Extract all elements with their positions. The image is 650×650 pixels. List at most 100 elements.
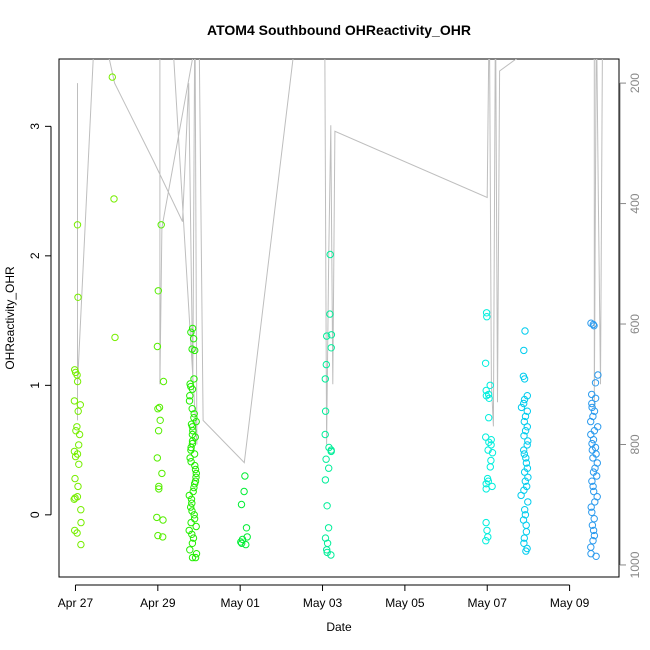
scatter-point	[521, 506, 529, 514]
scatter-point	[111, 333, 119, 342]
scatter-point	[240, 487, 248, 496]
scatter-point	[76, 401, 85, 409]
scatter-point	[327, 331, 336, 339]
scatter-point	[483, 526, 491, 535]
scatter-point	[187, 328, 195, 336]
scatter-point	[323, 502, 331, 510]
scatter-point	[242, 524, 251, 532]
scatter-point	[321, 407, 330, 415]
scatter-point	[185, 397, 194, 405]
scatter-point	[190, 410, 198, 418]
x-tick-label: May 03	[303, 596, 343, 610]
scatter-point	[482, 518, 490, 527]
scatter-point	[188, 539, 197, 547]
scatter-point	[327, 447, 335, 456]
scatter-point	[188, 530, 196, 538]
scatter-point	[188, 405, 196, 413]
scatter-point	[522, 528, 531, 536]
scatter-point	[589, 537, 597, 545]
scatter-point	[237, 500, 246, 509]
scatter-point	[520, 375, 529, 383]
scatter-point	[74, 407, 82, 415]
scatter-point	[155, 403, 164, 412]
scatter-point	[524, 437, 532, 445]
scatter-point	[153, 342, 162, 351]
scatter-point	[485, 394, 493, 402]
scatter-point	[482, 480, 490, 488]
scatter-point	[77, 518, 85, 527]
scatter-point	[521, 327, 529, 335]
scatter-point	[588, 508, 596, 516]
scatter-point	[155, 485, 163, 493]
x-tick-label: May 01	[220, 596, 260, 610]
scatter-point	[590, 407, 599, 415]
scatter-point	[486, 381, 494, 389]
x-tick-label: May 09	[550, 596, 590, 610]
scatter-point	[588, 403, 596, 412]
scatter-point	[593, 472, 601, 480]
scatter-point	[324, 524, 333, 532]
scatter-point	[587, 417, 595, 426]
scatter-point	[153, 513, 161, 522]
scatter-point	[190, 515, 199, 523]
scatter-point	[589, 454, 597, 462]
y2-tick-label: 200	[628, 73, 642, 93]
scatter-point	[523, 441, 531, 449]
x-tick-label: May 05	[385, 596, 425, 610]
scatter-point	[188, 499, 196, 507]
scatter-point	[524, 473, 532, 481]
scatter-point	[485, 414, 493, 422]
scatter-point	[327, 344, 335, 352]
scatter-point	[482, 537, 490, 545]
scatter-point	[192, 469, 201, 478]
x-tick-label: Apr 29	[140, 596, 176, 610]
scatter-point	[521, 477, 529, 485]
scatter-point	[73, 221, 82, 229]
scatter-point	[589, 436, 598, 444]
scatter-point	[325, 464, 333, 472]
scatter-point	[326, 310, 334, 318]
scatter-point	[591, 394, 600, 402]
scatter-point	[522, 459, 531, 467]
scatter-point	[521, 412, 530, 421]
scatter-point	[520, 346, 528, 355]
y-axis-label: OHReactivity_OHR	[3, 266, 17, 370]
scatter-point	[77, 506, 85, 514]
scatter-point	[589, 526, 598, 535]
scatter-point	[188, 324, 197, 333]
scatter-point	[188, 553, 197, 562]
y-tick-label: 0	[28, 511, 42, 518]
scatter-point	[588, 446, 596, 454]
scatter-point	[588, 399, 596, 408]
scatter-point	[588, 477, 596, 485]
scatter-point	[192, 550, 201, 558]
scatter-point	[72, 427, 80, 435]
scatter-point	[520, 534, 528, 542]
scatter-point	[482, 485, 490, 493]
scatter-point	[157, 221, 165, 229]
scatter-point	[154, 427, 163, 435]
scatter-point	[587, 543, 595, 551]
scatter-point	[186, 546, 194, 554]
scatter-point	[187, 446, 195, 454]
y-tick-label: 2	[28, 252, 42, 259]
y2-tick-label: 1000	[628, 551, 642, 578]
scatter-point	[188, 423, 197, 431]
scatter-point	[154, 405, 162, 413]
scatter-point	[590, 487, 598, 496]
scatter-point	[520, 399, 528, 408]
scatter-point	[185, 526, 193, 535]
x-tick-label: Apr 27	[58, 596, 94, 610]
scatter-point	[591, 464, 599, 472]
scatter-point	[190, 483, 198, 492]
scatter-point	[154, 287, 163, 295]
scatter-point	[327, 551, 335, 559]
x-axis-label: Date	[326, 620, 352, 634]
scatter-point	[522, 454, 530, 462]
scatter-point	[517, 491, 525, 500]
altitude-series-line	[77, 59, 603, 464]
scatter-point	[192, 522, 200, 531]
scatter-point	[517, 403, 526, 412]
y-tick-label: 1	[28, 382, 42, 389]
